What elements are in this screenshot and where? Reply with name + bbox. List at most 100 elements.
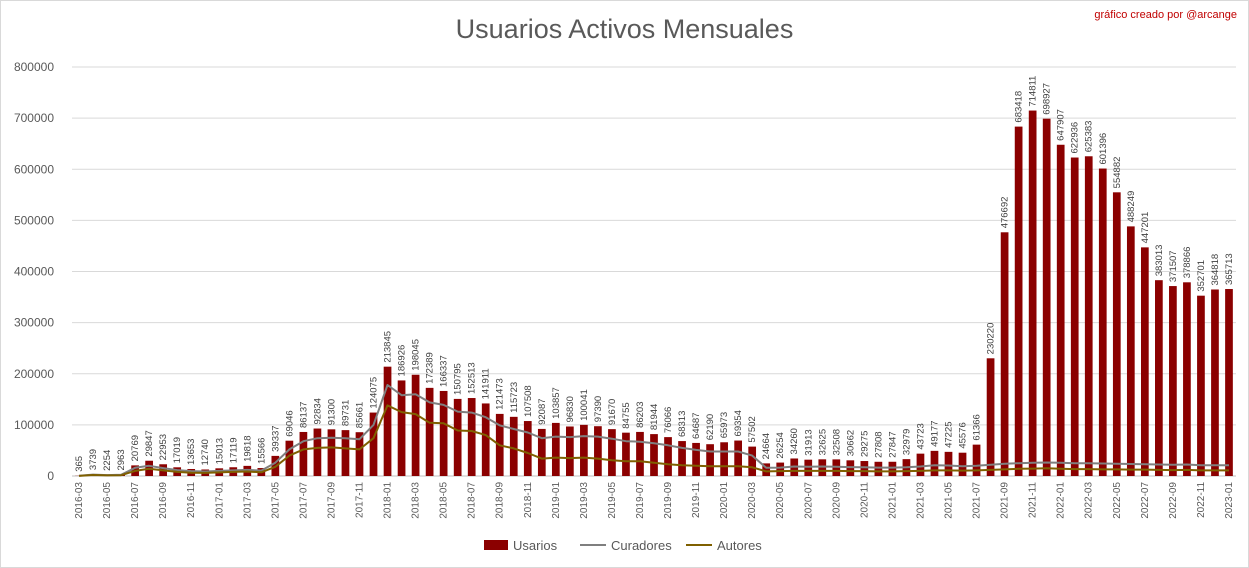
- x-tick-label: 2020-11: [859, 482, 870, 518]
- usuarios-bar: [916, 453, 925, 476]
- usuarios-bar: [846, 460, 855, 476]
- bar-data-label: 19818: [242, 435, 253, 461]
- bar-data-label: 92087: [537, 398, 548, 424]
- usuarios-bar: [1126, 226, 1135, 476]
- x-tick-label: 2019-09: [663, 482, 674, 519]
- y-tick-label: 400000: [14, 265, 54, 279]
- bar-data-label: 89731: [341, 400, 352, 426]
- bar-data-label: 62190: [705, 414, 716, 440]
- usuarios-bar: [467, 398, 476, 476]
- usuarios-bar: [594, 426, 602, 476]
- bar-data-label: 2254: [102, 450, 113, 471]
- usuarios-bar: [1140, 247, 1149, 476]
- usuarios-bar: [369, 412, 378, 476]
- x-tick-label: 2021-05: [944, 482, 955, 519]
- bar-data-label: 186926: [397, 345, 408, 377]
- bar-data-label: 65973: [719, 412, 730, 438]
- x-tick-label: 2020-09: [831, 482, 842, 519]
- usuarios-bar: [1070, 157, 1079, 476]
- bar-data-label: 81944: [649, 404, 660, 430]
- legend-usuarios-swatch: [484, 540, 508, 550]
- y-tick-label: 500000: [14, 213, 54, 227]
- x-tick-label: 2019-11: [691, 482, 702, 518]
- bar-data-label: 152513: [467, 362, 478, 394]
- usuarios-bar: [565, 426, 574, 476]
- x-tick-label: 2020-03: [747, 482, 758, 519]
- x-tick-label: 2017-01: [214, 482, 225, 519]
- x-tick-label: 2018-01: [383, 482, 394, 519]
- usuarios-bar: [551, 422, 560, 476]
- bar-data-label: 29847: [144, 430, 155, 456]
- usuarios-bar: [383, 366, 392, 476]
- usuarios-bar: [888, 461, 897, 476]
- y-axis-ticks: 0 100000 200000 300000 400000 500000 600000 700…: [14, 60, 54, 483]
- bar-data-label: 383013: [1154, 245, 1165, 277]
- bar-data-label: 29275: [859, 431, 870, 457]
- y-tick-label: 0: [47, 469, 54, 483]
- usuarios-bar: [1084, 156, 1093, 476]
- bar-data-label: 352701: [1196, 260, 1207, 292]
- bar-data-label: 61366: [972, 414, 983, 440]
- bar-data-label: 683418: [1014, 91, 1025, 123]
- usuarios-bar: [804, 459, 813, 476]
- x-tick-label: 2022-09: [1168, 482, 1179, 519]
- bar-data-label: 91300: [326, 399, 337, 425]
- usuarios-bar: [411, 374, 420, 476]
- usuarios-bar: [1197, 295, 1205, 476]
- bar-data-label: 714811: [1028, 76, 1039, 107]
- usuarios-bar: [608, 429, 616, 476]
- bar-data-label: 45576: [957, 422, 968, 448]
- bar-data-label: 76066: [663, 407, 674, 433]
- bar-data-label: 26254: [775, 432, 786, 458]
- bar-data-label: 213845: [382, 331, 393, 363]
- usuarios-bar: [664, 437, 672, 476]
- bar-data-label: 47225: [943, 421, 954, 447]
- bar-data-label: 68313: [677, 411, 688, 437]
- bar-data-label: 447201: [1140, 212, 1151, 244]
- legend-autores-label: Autores: [717, 538, 762, 553]
- x-tick-label: 2019-01: [551, 482, 562, 519]
- usuarios-bar: [650, 434, 658, 476]
- x-tick-label: 2022-05: [1112, 482, 1123, 519]
- autores-line: [78, 404, 1229, 477]
- bar-data-label: 30662: [845, 430, 856, 456]
- x-tick-label: 2021-01: [887, 482, 898, 519]
- x-tick-label: 2022-03: [1084, 482, 1095, 519]
- usuarios-bar: [1014, 126, 1023, 477]
- x-tick-label: 2021-09: [1000, 482, 1011, 519]
- bar-data-label: 69046: [284, 410, 295, 436]
- bar-data-label: 601396: [1098, 133, 1109, 165]
- x-tick-label: 2018-05: [439, 482, 450, 519]
- bar-data-label: 17119: [228, 438, 239, 464]
- legend-usuarios-label: Usarios: [513, 538, 558, 553]
- x-tick-label: 2022-11: [1196, 482, 1207, 518]
- usuarios-bar: [720, 442, 728, 476]
- data-labels: 365 3739 2254 2963 20769 29847 22953 17019 13653…: [74, 76, 1235, 472]
- usuarios-bar: [1155, 280, 1163, 476]
- usuarios-bar: [1112, 192, 1121, 476]
- usuarios-bar: [1183, 282, 1191, 476]
- usuarios-bar: [439, 390, 448, 476]
- bar-data-label: 91670: [607, 399, 618, 425]
- usuarios-bar: [678, 441, 686, 476]
- bar-data-label: 107508: [523, 385, 534, 417]
- bar-data-label: 20769: [130, 435, 141, 461]
- x-tick-label: 2018-11: [523, 482, 534, 518]
- bar-data-label: 32508: [831, 429, 842, 455]
- bar-data-label: 2963: [116, 449, 127, 470]
- usuarios-bar: [355, 432, 364, 476]
- bar-data-label: 103857: [551, 387, 562, 419]
- bar-data-label: 84755: [621, 402, 632, 428]
- usuarios-bar: [285, 440, 294, 476]
- usuarios-bar: [930, 450, 939, 476]
- usuarios-bar: [1000, 232, 1009, 476]
- bar-data-label: 150795: [453, 363, 464, 395]
- usuarios-bar: [453, 398, 462, 476]
- bar-data-label: 32979: [901, 429, 912, 455]
- x-tick-label: 2020-07: [803, 482, 814, 519]
- bar-data-label: 64687: [691, 413, 702, 439]
- y-tick-label: 200000: [14, 367, 54, 381]
- usuarios-bar: [818, 459, 827, 476]
- x-tick-label: 2016-11: [186, 482, 197, 518]
